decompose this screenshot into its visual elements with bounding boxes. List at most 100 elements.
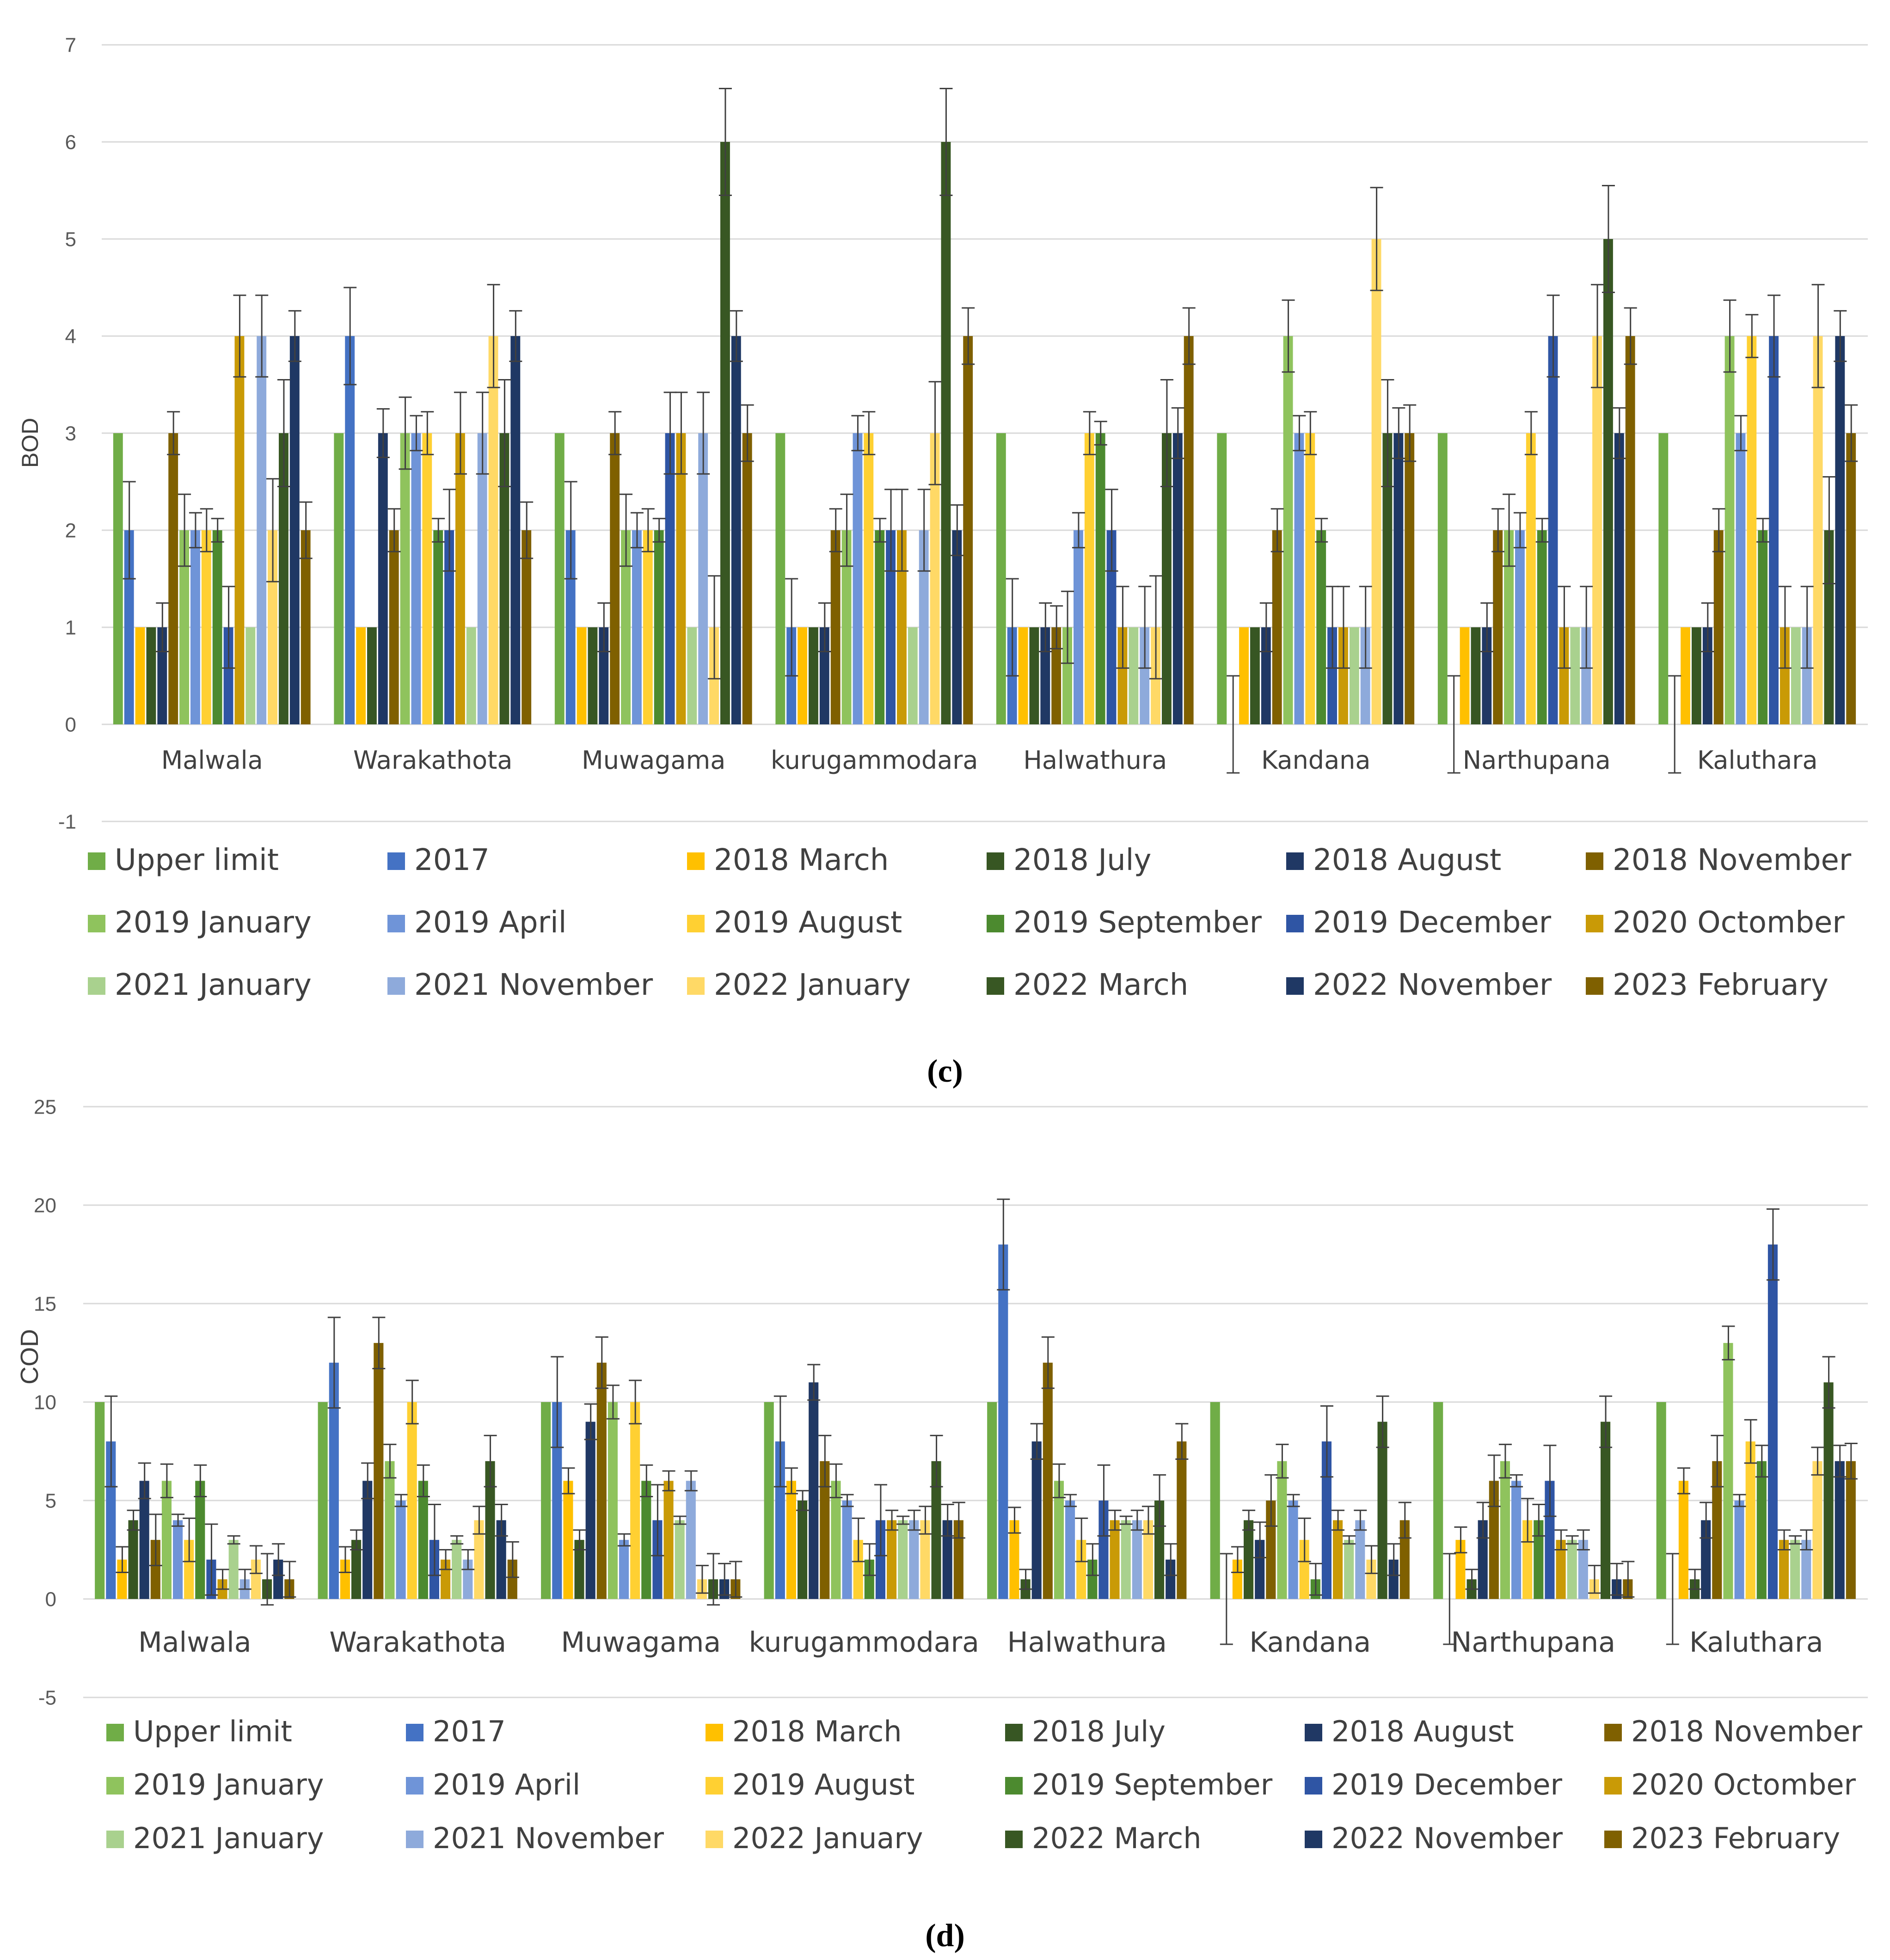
bar-malwala-2019-january	[161, 1481, 172, 1599]
bar-halwathura-2019-april	[1065, 1501, 1075, 1599]
bod-y-axis-label: BOD	[17, 418, 43, 468]
legend-label: 2023 February	[1631, 1821, 1840, 1855]
bar-warakathota-2017	[345, 336, 355, 724]
bar-kaluthara-2021-january	[1791, 627, 1801, 724]
legend-item-2020-octomber: 2020 Octomber	[1586, 906, 1845, 940]
bar-kurugammodara-2018-july	[809, 627, 818, 724]
legend-item-2018-july: 2018 July	[987, 843, 1151, 877]
bar-muwagama-2021-november	[698, 433, 708, 724]
bar-kurugammodara-2019-september	[864, 1559, 874, 1599]
legend-label: 2019 April	[414, 906, 567, 940]
legend-label: 2017	[433, 1715, 506, 1748]
legend-swatch	[987, 915, 1004, 932]
bar-kaluthara-2019-january	[1723, 1343, 1733, 1599]
bar-kandana-upper-limit	[1210, 1402, 1220, 1599]
legend-label: 2022 March	[1013, 968, 1188, 1002]
bar-malwala-2018-march	[117, 1559, 127, 1599]
bar-kurugammodara-2019-august	[864, 433, 874, 724]
legend-swatch	[1005, 1724, 1023, 1741]
bar-kaluthara-2018-july	[1692, 627, 1701, 724]
bar-muwagama-2019-august	[643, 530, 653, 724]
bar-halwathura-2019-august	[1084, 433, 1094, 724]
bar-kandana-2021-november	[1355, 1520, 1365, 1599]
bar-kandana-2019-april	[1294, 433, 1304, 724]
y-tick-label: 7	[65, 34, 76, 56]
bar-kandana-2018-july	[1244, 1520, 1254, 1599]
y-tick-label: 0	[45, 1588, 56, 1611]
cod-category-labels: Malwala Warakathota Muwagama kurugammodara H…	[138, 1626, 1823, 1659]
legend-swatch	[687, 915, 705, 932]
bar-kaluthara-2021-november	[1801, 1540, 1811, 1599]
bar-halwathura-2019-january	[1054, 1481, 1064, 1599]
legend-item-2019-april: 2019 April	[387, 906, 567, 940]
bar-malwala-2020-octomber	[234, 336, 245, 724]
bar-muwagama-2022-march	[720, 142, 730, 724]
bar-narthupana-2018-november	[1493, 530, 1503, 724]
legend-label: 2018 August	[1332, 1715, 1514, 1748]
bar-malwala-2019-september	[195, 1481, 205, 1599]
bar-narthupana-2019-april	[1511, 1481, 1522, 1599]
bar-narthupana-2022-march	[1601, 1421, 1611, 1599]
bar-halwathura-2018-november	[1043, 1362, 1053, 1599]
legend-item-2019-september: 2019 September	[1005, 1768, 1273, 1801]
legend-swatch	[1604, 1724, 1622, 1741]
bar-muwagama-2022-november	[731, 336, 741, 724]
bar-kandana-2021-january	[1349, 627, 1359, 724]
bar-kaluthara-2022-november	[1835, 1461, 1845, 1599]
bar-muwagama-2019-january	[621, 530, 631, 724]
cod-error-bars	[104, 1198, 1858, 1645]
bar-warakathota-upper-limit	[334, 433, 344, 724]
legend-swatch	[687, 977, 705, 995]
bar-warakathota-2019-january	[400, 433, 410, 724]
bar-warakathota-2022-march	[499, 433, 509, 724]
bar-kandana-2018-november	[1266, 1501, 1276, 1599]
bar-narthupana-2019-august	[1526, 433, 1536, 724]
bar-kurugammodara-2019-january	[841, 530, 852, 724]
bar-warakathota-2019-april	[411, 433, 421, 724]
legend-label: 2018 November	[1613, 843, 1852, 877]
bar-kandana-2019-december	[1321, 1441, 1332, 1599]
bar-warakathota-2018-july	[351, 1540, 362, 1599]
bar-kaluthara-2023-february	[1846, 1461, 1856, 1599]
bar-kaluthara-2018-november	[1713, 530, 1724, 724]
category-label-kurugammodara: kurugammodara	[771, 746, 978, 775]
legend-item-2018-november: 2018 November	[1604, 1715, 1863, 1748]
bar-malwala-2019-april	[173, 1520, 183, 1599]
legend-label: 2019 April	[433, 1768, 580, 1801]
bar-muwagama-2018-july	[588, 627, 598, 724]
legend-label: 2019 December	[1332, 1768, 1563, 1801]
category-label-kaluthara: Kaluthara	[1689, 1626, 1823, 1659]
legend-item-2022-january: 2022 January	[706, 1821, 923, 1855]
bar-kurugammodara-2020-octomber	[887, 1520, 897, 1599]
category-label-malwala: Malwala	[161, 746, 263, 775]
bar-halwathura-2022-january	[1143, 1520, 1153, 1599]
bar-muwagama-2018-august	[585, 1421, 595, 1599]
legend-swatch	[1286, 852, 1304, 870]
bar-kaluthara-2019-september	[1758, 530, 1768, 724]
bar-kurugammodara-upper-limit	[764, 1402, 774, 1599]
bar-kandana-2019-january	[1277, 1461, 1287, 1599]
bar-halwathura-2017	[998, 1244, 1008, 1599]
category-label-kandana: Kandana	[1249, 1626, 1371, 1659]
legend-swatch	[706, 1777, 723, 1795]
bar-malwala-2018-march	[135, 627, 145, 724]
legend-item-2020-octomber: 2020 Octomber	[1604, 1768, 1856, 1801]
bar-warakathota-upper-limit	[318, 1402, 328, 1599]
bar-kandana-2020-octomber	[1338, 627, 1348, 724]
bar-malwala-2021-january	[228, 1540, 239, 1599]
bar-kurugammodara-2017	[775, 1441, 785, 1599]
bar-halwathura-2018-august	[1031, 1441, 1042, 1599]
bar-narthupana-2022-january	[1592, 336, 1602, 724]
bar-kaluthara-upper-limit	[1658, 433, 1669, 724]
bar-warakathota-2018-november	[374, 1343, 384, 1599]
y-tick-label: 15	[34, 1292, 56, 1315]
bar-warakathota-2023-february	[522, 530, 532, 724]
legend-swatch	[687, 852, 705, 870]
legend-label: 2020 Octomber	[1613, 906, 1845, 940]
bar-kurugammodara-2018-august	[809, 1382, 819, 1599]
bar-kaluthara-2019-december	[1767, 1244, 1778, 1599]
legend-swatch	[88, 915, 105, 932]
category-label-halwathura: Halwathura	[1023, 746, 1167, 775]
bar-kandana-2023-february	[1405, 433, 1415, 724]
legend-item-2021-january: 2021 January	[106, 1821, 324, 1855]
